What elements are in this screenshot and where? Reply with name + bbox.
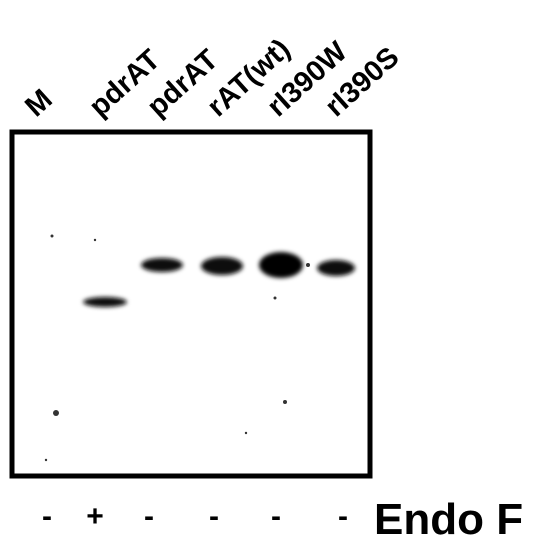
speck — [94, 239, 96, 241]
gel-frame — [12, 132, 370, 476]
treatment-sign: - — [144, 500, 154, 533]
treatment-sign: - — [209, 500, 219, 533]
band — [259, 252, 303, 278]
speck — [53, 410, 59, 416]
treatment-sign: - — [338, 500, 348, 533]
band — [83, 297, 127, 307]
gel-figure: M pdrAT pdrAT rAT(wt) rI390W rI390S - + … — [0, 0, 534, 550]
band — [201, 257, 243, 275]
treatment-signs: - + - - - - — [42, 500, 348, 533]
treatment-sign: + — [86, 500, 104, 533]
lane-labels: M pdrAT pdrAT rAT(wt) rI390W rI390S — [19, 33, 405, 123]
treatment-sign: - — [271, 500, 281, 533]
speck — [306, 263, 310, 267]
band — [317, 260, 355, 276]
treatment-sign: - — [42, 500, 52, 533]
lane-label: M — [19, 83, 58, 123]
speck — [274, 297, 277, 300]
speck — [245, 432, 247, 434]
speck — [51, 235, 54, 238]
speck — [45, 459, 47, 461]
treatment-label: Endo F — [374, 495, 523, 544]
speck — [283, 400, 287, 404]
band — [141, 258, 183, 272]
